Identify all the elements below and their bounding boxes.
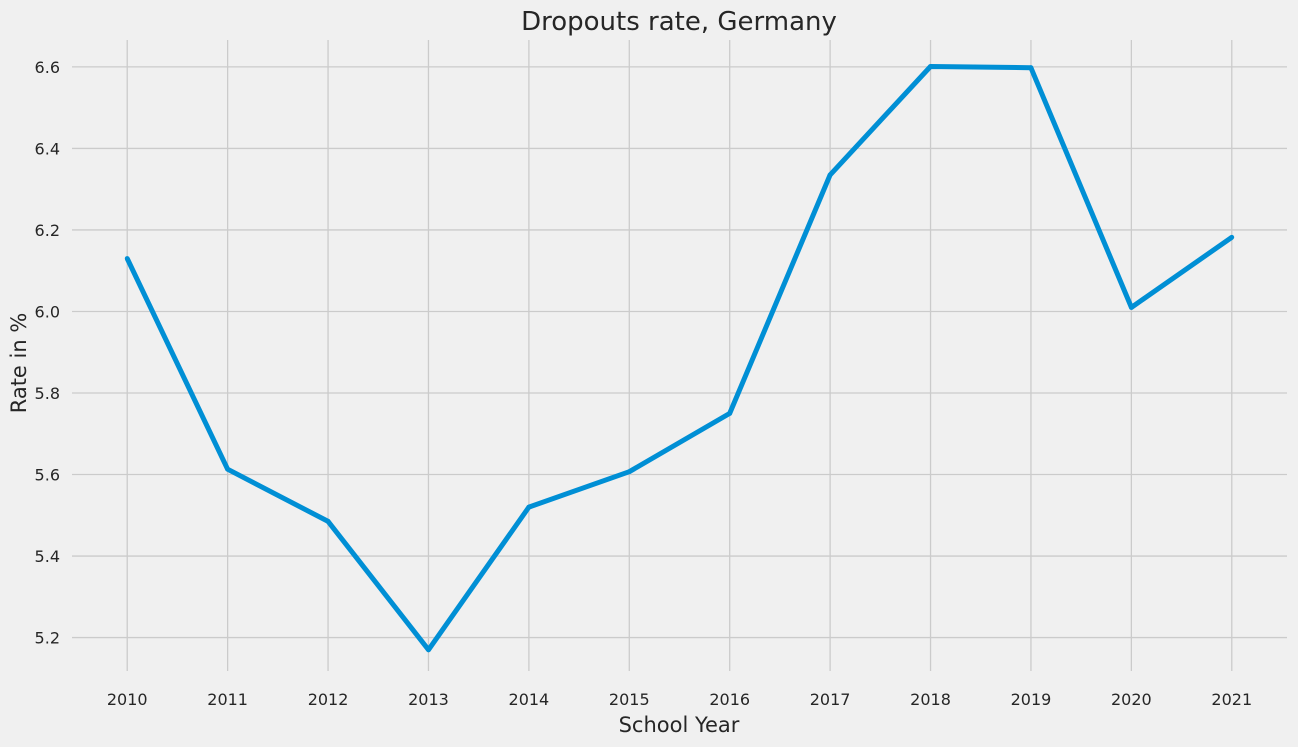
data-point (124, 256, 130, 261)
data-point (1129, 305, 1134, 310)
x-tick-labels: 2010 2011 2012 2013 2014 2015 2016 2017 2018 2019… (107, 690, 1252, 709)
data-point (1028, 65, 1034, 71)
data-point (526, 504, 532, 510)
data-point (928, 64, 933, 69)
x-tick-label: 2013 (408, 690, 449, 709)
data-point (426, 647, 431, 653)
x-tick-label: 2014 (509, 690, 550, 709)
y-tick-label: 6.2 (35, 221, 60, 240)
x-tick-label: 2017 (810, 690, 851, 709)
data-point (325, 519, 331, 524)
x-tick-label: 2016 (709, 690, 750, 709)
y-tick-label: 5.2 (35, 629, 60, 648)
x-tick-label: 2018 (910, 690, 951, 709)
x-tick-label: 2021 (1211, 690, 1252, 709)
data-point (626, 469, 632, 475)
series-line (124, 64, 1234, 653)
x-gridlines (126, 40, 1233, 671)
y-tick-label: 5.8 (35, 384, 60, 403)
y-gridlines (72, 66, 1287, 639)
x-tick-label: 2020 (1111, 690, 1152, 709)
y-tick-labels: 5.2 5.4 5.6 5.8 6.0 6.2 6.4 6.6 (35, 58, 60, 648)
y-axis-label: Rate in % (7, 313, 31, 414)
y-tick-label: 5.6 (35, 466, 60, 485)
x-tick-label: 2011 (207, 690, 248, 709)
y-tick-label: 6.4 (35, 139, 60, 158)
y-tick-label: 5.4 (35, 547, 60, 566)
series-layer (124, 64, 1235, 653)
data-point (1229, 234, 1235, 240)
x-tick-label: 2010 (107, 690, 148, 709)
data-point (225, 466, 231, 472)
chart-title: Dropouts rate, Germany (521, 7, 837, 37)
x-axis-label: School Year (619, 713, 740, 737)
y-tick-label: 6.0 (35, 302, 60, 321)
x-tick-label: 2019 (1011, 690, 1052, 709)
y-tick-label: 6.6 (35, 58, 60, 77)
x-tick-label: 2012 (308, 690, 349, 709)
data-point (727, 411, 733, 416)
x-tick-label: 2015 (609, 690, 650, 709)
data-point (827, 172, 833, 178)
